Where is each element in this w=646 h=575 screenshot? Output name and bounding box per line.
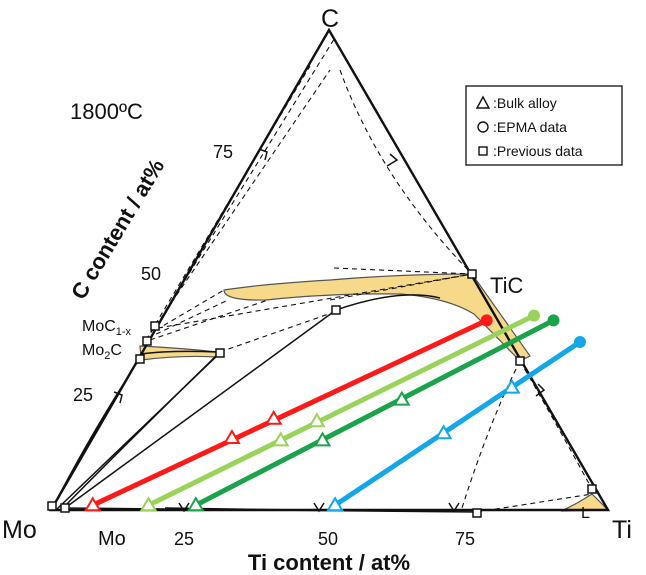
previous-data-markers [47, 269, 597, 518]
previous-data-square [587, 484, 597, 494]
bulk-alloy-triangle [223, 429, 241, 444]
c-tick-25: 25 [73, 385, 93, 405]
vertex-label-ti: Ti [612, 516, 632, 544]
previous-data-square [135, 354, 145, 364]
legend-label-bulk: :Bulk alloy [493, 95, 557, 111]
mo2c-label: Mo2C [82, 342, 122, 362]
epma-data-point [480, 314, 493, 327]
previous-data-square [472, 508, 482, 518]
bulk-alloy-triangle [393, 390, 411, 406]
tic-phase-region [223, 273, 531, 362]
bulk-alloy-triangle [84, 496, 102, 512]
previous-data-square [150, 321, 160, 331]
mo-phase-label: Mo [98, 528, 126, 550]
circle-icon [477, 121, 489, 133]
epma-data-point [547, 314, 560, 327]
triangle-icon [475, 95, 491, 109]
previous-data-square [331, 305, 341, 315]
bulk-alloy-triangle [434, 424, 453, 440]
previous-data-square [60, 503, 70, 513]
bulk-alloy-triangle [326, 496, 344, 512]
c-tick-50: 50 [141, 264, 161, 284]
ti-axis-label: Ti content / at% [248, 550, 410, 575]
square-icon [478, 146, 488, 156]
temperature-label: 1800ºC [70, 99, 143, 124]
vertex-label-mo: Mo [2, 516, 37, 544]
legend-label-epma: :EPMA data [493, 119, 567, 135]
dashed-boundaries [145, 29, 594, 513]
epma-data-point [573, 336, 586, 348]
bulk-alloy-triangle [187, 496, 205, 512]
bulk-alloy-triangle [139, 496, 158, 512]
tie-lines [84, 309, 586, 512]
legend: :Bulk alloy :EPMA data :Previous data [465, 85, 623, 166]
previous-data-square [47, 501, 57, 511]
tie-line-2 [145, 313, 537, 508]
tie-line-3 [193, 317, 556, 508]
bulk-alloy-triangle [264, 409, 283, 425]
bulk-alloy-triangle [313, 431, 332, 447]
previous-data-square [515, 356, 525, 366]
bulk-alloy-triangle [308, 412, 326, 428]
previous-data-square [142, 336, 152, 346]
tie-line-4 [332, 339, 583, 508]
tie-line-1 [90, 317, 490, 508]
ti-tick-50: 50 [318, 529, 338, 549]
legend-label-previous: :Previous data [493, 143, 583, 159]
ti-tick-75: 75 [455, 529, 475, 549]
liquid-label: L [581, 505, 590, 522]
axis-tick-marks [113, 148, 546, 513]
c-tick-75: 75 [213, 142, 233, 162]
bulk-alloy-triangle [503, 378, 521, 394]
epma-data-point [527, 309, 540, 322]
previous-data-square [215, 348, 225, 358]
bulk-alloy-triangle [271, 431, 290, 447]
vertex-label-c: C [321, 5, 339, 33]
previous-data-square [467, 269, 477, 279]
moc-label: MoC1-x [82, 318, 132, 338]
phase-boundaries [51, 294, 478, 513]
legend-box [465, 85, 623, 166]
ti-tick-25: 25 [174, 529, 194, 549]
tic-label: TiC [490, 273, 524, 298]
